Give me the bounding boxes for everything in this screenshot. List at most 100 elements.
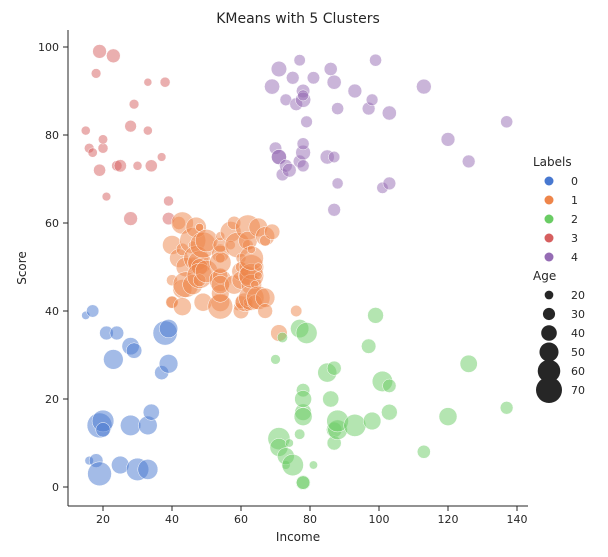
- legend-size-label: 60: [571, 365, 585, 378]
- x-tick-label: 40: [165, 513, 179, 526]
- y-tick-label: 20: [45, 393, 59, 406]
- data-point-cluster-3: [144, 159, 158, 173]
- data-point-cluster-2: [361, 338, 377, 354]
- legend-size-label: 50: [571, 346, 585, 359]
- data-point-cluster-3: [132, 161, 143, 171]
- data-point-cluster-0: [87, 461, 112, 487]
- data-point-cluster-0: [86, 304, 100, 318]
- data-point-cluster-0: [159, 319, 178, 339]
- data-point-cluster-4: [381, 105, 397, 121]
- data-point-cluster-1: [246, 244, 256, 254]
- data-point-cluster-3: [123, 211, 138, 226]
- data-point-cluster-3: [93, 163, 106, 177]
- legend-size-label: 40: [571, 327, 585, 340]
- legend-marker-4: [544, 252, 554, 262]
- legend-size-marker: [537, 359, 561, 383]
- data-point-cluster-4: [327, 203, 341, 217]
- x-tick-label: 100: [369, 513, 390, 526]
- legend-marker-0: [544, 176, 554, 186]
- data-point-cluster-4: [347, 83, 363, 99]
- legend-label: 3: [571, 232, 578, 245]
- data-point-cluster-4: [282, 163, 297, 178]
- data-point-cluster-3: [87, 147, 98, 158]
- legend-size-marker: [541, 325, 557, 341]
- data-point-cluster-4: [323, 62, 338, 76]
- legend-size-label: 20: [571, 289, 585, 302]
- data-point-cluster-0: [95, 422, 111, 438]
- data-point-cluster-4: [365, 93, 379, 106]
- x-axis-label: Income: [276, 530, 320, 544]
- x-tick-label: 20: [96, 513, 110, 526]
- data-point-cluster-1: [257, 303, 273, 319]
- data-point-cluster-2: [309, 460, 318, 470]
- data-point-cluster-0: [109, 325, 124, 341]
- data-point-cluster-3: [113, 159, 127, 173]
- data-point-cluster-4: [300, 115, 313, 128]
- legend-marker-2: [544, 214, 554, 224]
- legend-label: 2: [571, 213, 578, 226]
- data-point-cluster-4: [331, 177, 344, 190]
- data-point-cluster-4: [500, 115, 513, 129]
- data-point-cluster-3: [106, 48, 121, 63]
- data-point-cluster-2: [459, 354, 478, 373]
- data-point-cluster-3: [92, 44, 107, 59]
- y-tick-label: 80: [45, 129, 59, 142]
- data-point-cluster-1: [209, 251, 232, 274]
- data-point-cluster-2: [367, 307, 384, 324]
- data-point-cluster-4: [296, 137, 310, 151]
- y-tick-label: 60: [45, 217, 59, 230]
- legend-size-marker: [536, 377, 562, 403]
- y-tick-label: 0: [52, 481, 59, 494]
- data-point-cluster-2: [295, 322, 318, 344]
- data-point-cluster-3: [157, 152, 167, 162]
- data-point-cluster-4: [306, 71, 320, 85]
- data-point-cluster-4: [297, 89, 309, 102]
- data-point-cluster-3: [163, 195, 174, 207]
- legend-label: 4: [571, 251, 578, 264]
- data-point-cluster-4: [382, 176, 397, 191]
- data-point-cluster-3: [143, 125, 153, 136]
- data-point-cluster-2: [281, 454, 304, 476]
- data-point-cluster-4: [293, 54, 306, 67]
- data-point-cluster-1: [263, 223, 281, 240]
- data-point-cluster-1: [173, 297, 192, 316]
- data-point-cluster-2: [276, 331, 288, 343]
- data-point-cluster-0: [103, 349, 124, 370]
- data-point-cluster-3: [124, 120, 137, 133]
- legend-label: 1: [571, 194, 578, 207]
- data-point-cluster-4: [416, 78, 432, 95]
- legend-size-title: Age: [533, 269, 556, 283]
- data-point-cluster-4: [328, 151, 341, 163]
- data-point-cluster-4: [369, 53, 382, 67]
- data-point-cluster-0: [120, 414, 142, 436]
- data-point-cluster-3: [159, 76, 171, 88]
- legend-size-marker: [539, 342, 559, 362]
- data-point-cluster-3: [143, 77, 153, 87]
- data-point-cluster-3: [80, 125, 91, 136]
- data-point-cluster-2: [284, 438, 294, 448]
- data-point-cluster-3: [101, 192, 112, 202]
- data-point-cluster-1: [290, 305, 303, 317]
- data-point-cluster-2: [343, 414, 367, 437]
- legend-size-marker: [542, 307, 556, 321]
- data-point-cluster-2: [363, 411, 382, 431]
- data-point-cluster-4: [270, 60, 288, 78]
- data-point-cluster-2: [326, 360, 342, 376]
- data-point-cluster-1: [253, 262, 263, 272]
- y-axis-label: Score: [15, 251, 29, 285]
- data-point-cluster-4: [462, 154, 476, 169]
- y-tick-label: 100: [38, 41, 59, 54]
- data-point-cluster-2: [296, 475, 311, 490]
- legend-size-label: 30: [571, 308, 585, 321]
- data-point-cluster-2: [417, 444, 431, 459]
- legend-marker-1: [544, 195, 554, 205]
- data-point-cluster-2: [381, 403, 398, 421]
- legend-hue-title: Labels: [533, 155, 572, 169]
- data-point-cluster-4: [286, 71, 300, 85]
- data-point-cluster-2: [270, 354, 281, 365]
- data-point-cluster-4: [264, 78, 280, 95]
- data-point-cluster-2: [438, 407, 458, 426]
- data-point-cluster-0: [142, 403, 160, 421]
- data-point-cluster-2: [322, 390, 340, 408]
- data-point-cluster-2: [293, 407, 313, 426]
